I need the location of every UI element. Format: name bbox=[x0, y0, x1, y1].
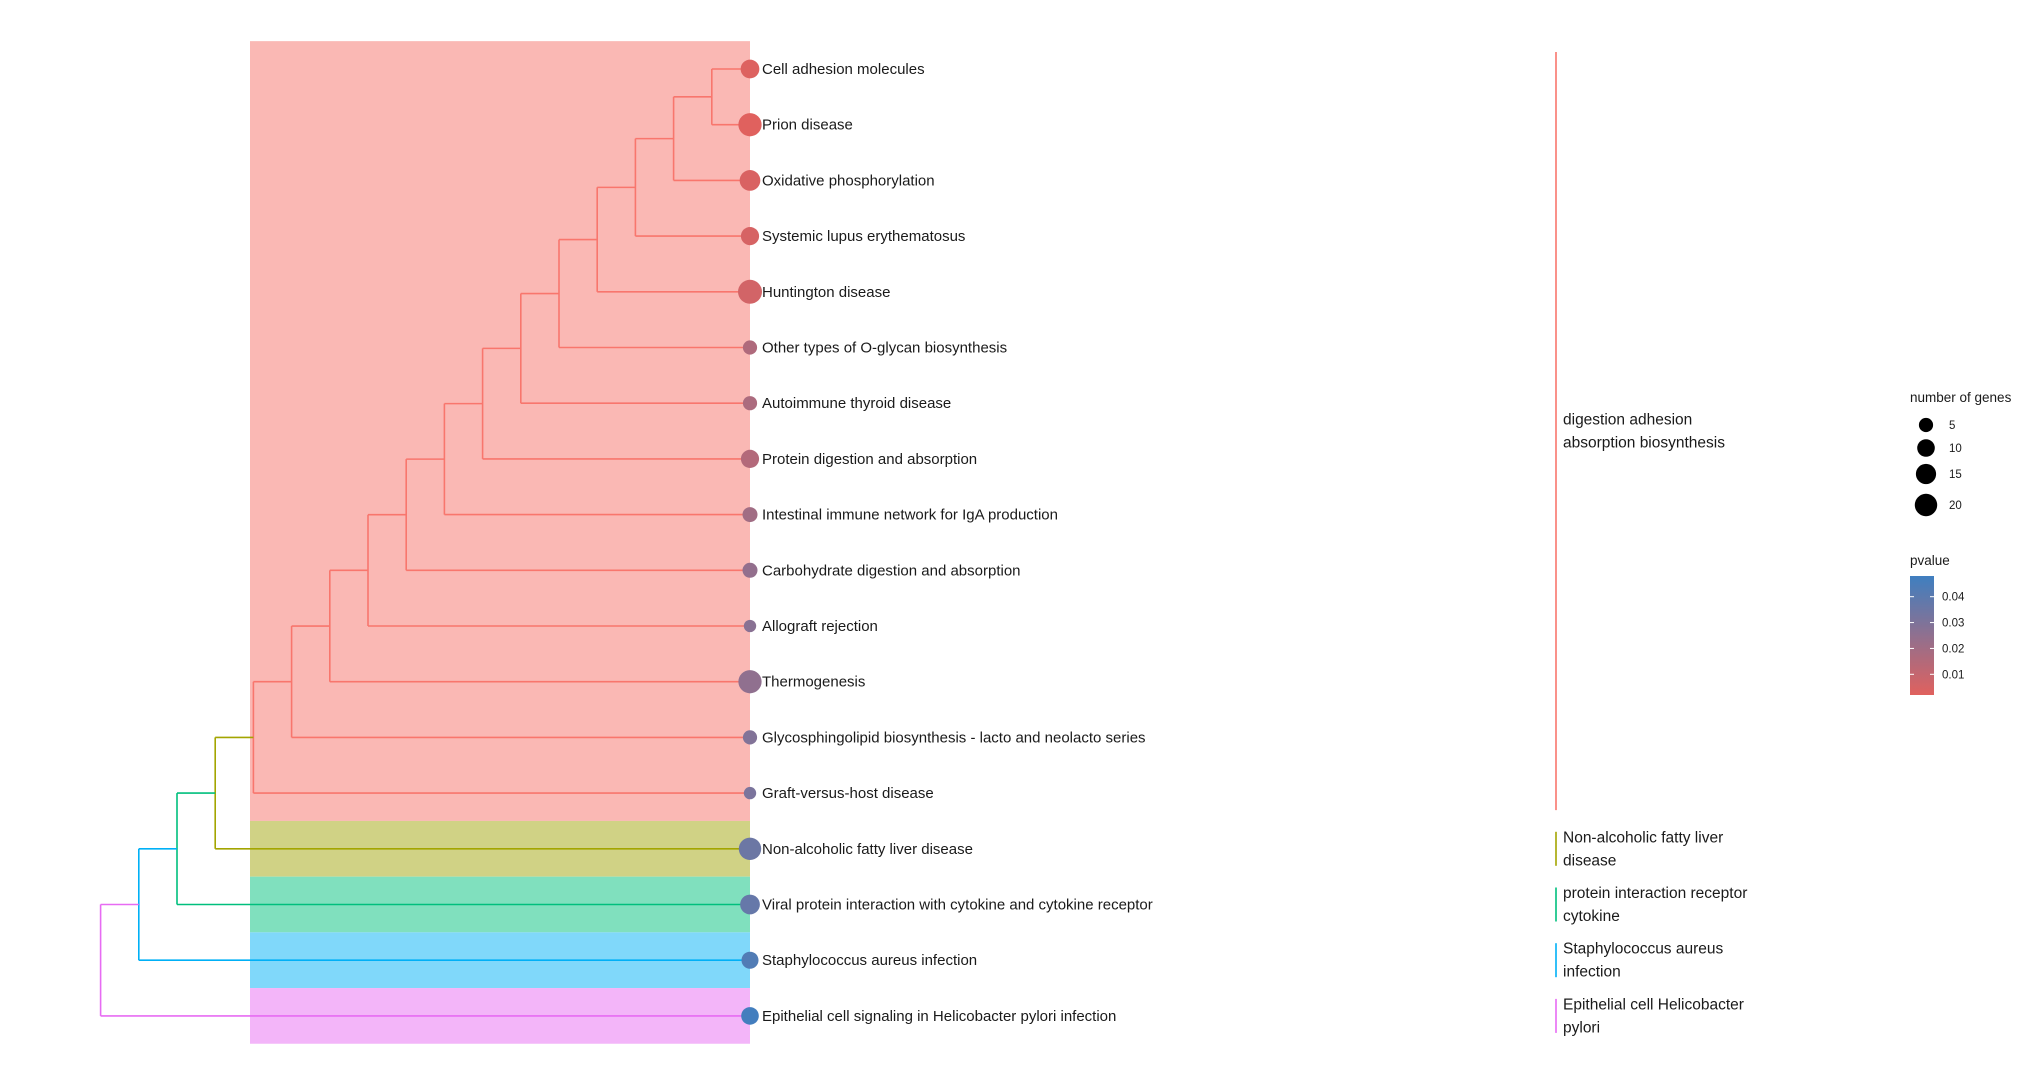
term-point bbox=[738, 670, 762, 694]
cluster-label: cytokine bbox=[1563, 908, 1620, 925]
cluster-label: disease bbox=[1563, 852, 1616, 869]
color-legend-label: 0.04 bbox=[1942, 592, 1965, 604]
term-point bbox=[738, 113, 762, 137]
cluster-label: digestion adhesion bbox=[1563, 412, 1692, 429]
term-point bbox=[742, 507, 758, 523]
cluster-label: pylori bbox=[1563, 1019, 1600, 1036]
term-label: Autoimmune thyroid disease bbox=[762, 395, 951, 412]
legend: number of genes 5 10 15 20 pvalue 0.01 0.02 0.03… bbox=[1910, 390, 2012, 695]
term-point bbox=[739, 170, 761, 191]
cluster-label: Non-alcoholic fatty liver bbox=[1563, 829, 1723, 846]
term-label: Thermogenesis bbox=[762, 674, 865, 691]
cluster-band bbox=[250, 41, 750, 821]
term-point bbox=[742, 562, 758, 578]
term-point bbox=[738, 837, 762, 861]
size-legend-label: 10 bbox=[1949, 443, 1962, 455]
dendrogram bbox=[99, 68, 750, 1017]
term-point bbox=[738, 279, 762, 304]
size-legend-title: number of genes bbox=[1910, 390, 2012, 405]
term-point bbox=[742, 340, 758, 355]
term-label: Systemic lupus erythematosus bbox=[762, 228, 965, 245]
size-legend-key bbox=[1917, 439, 1935, 457]
term-label: Huntington disease bbox=[762, 284, 890, 301]
cluster-label: infection bbox=[1563, 964, 1621, 981]
term-label: Graft-versus-host disease bbox=[762, 785, 934, 802]
term-label: Protein digestion and absorption bbox=[762, 451, 977, 468]
color-legend-label: 0.01 bbox=[1942, 669, 1964, 681]
cluster-labels: digestion adhesion absorption biosynthesi… bbox=[1555, 52, 1747, 1036]
size-legend-key bbox=[1915, 463, 1937, 485]
size-legend-label: 5 bbox=[1949, 420, 1955, 432]
term-label: Cell adhesion molecules bbox=[762, 61, 925, 78]
term-label: Other types of O-glycan biosynthesis bbox=[762, 340, 1007, 357]
cluster-label: Staphylococcus aureus bbox=[1563, 941, 1724, 958]
term-label: Non-alcoholic fatty liver disease bbox=[762, 841, 973, 858]
term-label: Oxidative phosphorylation bbox=[762, 172, 935, 189]
term-point bbox=[742, 730, 758, 745]
term-label: Allograft rejection bbox=[762, 618, 878, 635]
cluster-label: absorption biosynthesis bbox=[1563, 435, 1725, 452]
term-point bbox=[740, 59, 760, 79]
term-point bbox=[740, 227, 760, 246]
term-point bbox=[741, 951, 759, 969]
term-point bbox=[741, 1007, 759, 1025]
term-labels: Cell adhesion molecules Prion disease Oxid… bbox=[762, 61, 1153, 1025]
term-points bbox=[738, 59, 762, 1025]
color-legend-title: pvalue bbox=[1910, 553, 1950, 568]
size-legend-key bbox=[1918, 417, 1934, 433]
size-legend-label: 20 bbox=[1949, 500, 1962, 512]
color-legend-label: 0.02 bbox=[1942, 643, 1964, 655]
cluster-label: Epithelial cell Helicobacter bbox=[1563, 996, 1744, 1013]
term-label: Epithelial cell signaling in Helicobacte… bbox=[762, 1008, 1116, 1025]
color-legend-label: 0.03 bbox=[1942, 618, 1964, 630]
pvalue-colorbar bbox=[1910, 576, 1934, 695]
term-label: Glycosphingolipid biosynthesis - lacto a… bbox=[762, 729, 1146, 746]
term-point bbox=[743, 619, 757, 633]
term-label: Intestinal immune network for IgA produc… bbox=[762, 507, 1058, 524]
cluster-bands bbox=[250, 41, 750, 1044]
cluster-label: protein interaction receptor bbox=[1563, 885, 1747, 902]
term-point bbox=[742, 396, 758, 411]
term-label: Staphylococcus aureus infection bbox=[762, 952, 977, 969]
term-point bbox=[743, 786, 757, 800]
term-point bbox=[740, 449, 760, 468]
size-legend-key bbox=[1914, 493, 1938, 517]
term-label: Viral protein interaction with cytokine … bbox=[762, 897, 1153, 914]
term-point bbox=[740, 894, 760, 915]
size-legend-label: 15 bbox=[1949, 469, 1962, 481]
term-label: Carbohydrate digestion and absorption bbox=[762, 562, 1021, 579]
term-label: Prion disease bbox=[762, 117, 853, 134]
